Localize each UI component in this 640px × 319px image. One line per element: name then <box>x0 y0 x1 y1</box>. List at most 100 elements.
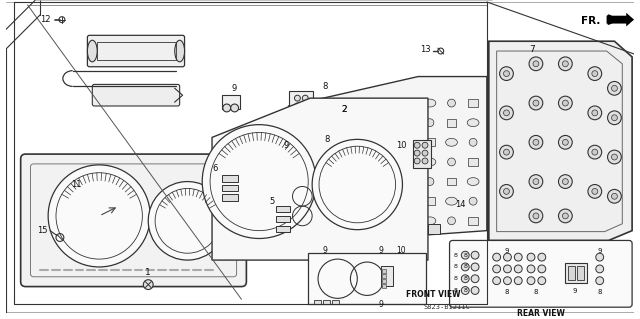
Ellipse shape <box>381 138 392 146</box>
Text: 5: 5 <box>269 197 274 206</box>
Circle shape <box>302 95 308 101</box>
Bar <box>403 224 415 234</box>
Circle shape <box>383 158 390 166</box>
Circle shape <box>447 158 456 166</box>
Bar <box>296 197 305 205</box>
Circle shape <box>533 179 539 184</box>
Text: 6: 6 <box>212 164 218 173</box>
Circle shape <box>422 158 428 164</box>
Bar <box>577 266 584 280</box>
Circle shape <box>592 149 598 155</box>
Circle shape <box>461 286 469 294</box>
Text: 9: 9 <box>378 300 383 309</box>
Circle shape <box>596 265 604 273</box>
Ellipse shape <box>359 217 371 225</box>
Bar <box>97 42 176 60</box>
Circle shape <box>471 275 479 283</box>
Bar <box>339 217 348 225</box>
Text: 8: 8 <box>463 288 467 293</box>
Circle shape <box>230 104 239 112</box>
Ellipse shape <box>338 178 349 185</box>
FancyBboxPatch shape <box>92 85 180 106</box>
Circle shape <box>461 275 469 283</box>
Text: 8: 8 <box>504 289 509 295</box>
Text: 13: 13 <box>420 45 431 54</box>
Bar <box>360 138 370 146</box>
Circle shape <box>296 119 304 127</box>
Circle shape <box>504 277 511 285</box>
Circle shape <box>422 142 428 148</box>
Circle shape <box>515 253 522 261</box>
Text: 8: 8 <box>454 264 458 270</box>
Bar <box>425 138 435 146</box>
Circle shape <box>504 110 509 116</box>
Circle shape <box>592 71 598 77</box>
Ellipse shape <box>424 158 436 166</box>
Bar <box>382 269 386 273</box>
Circle shape <box>592 189 598 194</box>
Text: 8: 8 <box>454 276 458 281</box>
Ellipse shape <box>403 178 414 185</box>
Text: 1: 1 <box>145 268 151 277</box>
Circle shape <box>533 213 539 219</box>
Circle shape <box>48 165 150 267</box>
Circle shape <box>469 138 477 146</box>
Circle shape <box>607 111 621 125</box>
Ellipse shape <box>359 99 371 107</box>
Ellipse shape <box>294 158 307 166</box>
Bar <box>360 197 370 205</box>
Circle shape <box>414 142 420 148</box>
Ellipse shape <box>294 99 307 107</box>
Ellipse shape <box>175 40 184 62</box>
Text: FR.: FR. <box>581 16 601 26</box>
Circle shape <box>611 85 618 91</box>
Bar <box>413 140 431 168</box>
Circle shape <box>529 96 543 110</box>
Circle shape <box>529 136 543 149</box>
Ellipse shape <box>316 138 328 146</box>
Text: 2: 2 <box>342 105 348 115</box>
Text: 7: 7 <box>529 45 535 54</box>
Circle shape <box>471 263 479 271</box>
Bar <box>565 263 587 283</box>
Bar <box>276 226 289 232</box>
Text: 10: 10 <box>397 141 407 150</box>
Circle shape <box>296 178 304 185</box>
Circle shape <box>312 139 403 230</box>
Text: 9: 9 <box>283 141 288 150</box>
Circle shape <box>563 213 568 219</box>
Circle shape <box>143 280 153 290</box>
Circle shape <box>318 158 326 166</box>
Circle shape <box>529 175 543 189</box>
Text: 9: 9 <box>598 248 602 254</box>
Text: 8: 8 <box>463 264 467 270</box>
Ellipse shape <box>381 197 392 205</box>
Ellipse shape <box>316 197 328 205</box>
Bar <box>447 178 456 185</box>
Circle shape <box>592 110 598 116</box>
Text: 8: 8 <box>322 82 328 91</box>
Bar <box>276 216 289 222</box>
Bar <box>382 274 386 278</box>
Circle shape <box>294 111 300 117</box>
Circle shape <box>596 277 604 285</box>
Circle shape <box>414 158 420 164</box>
Text: 9: 9 <box>231 84 236 93</box>
Circle shape <box>529 57 543 71</box>
Bar <box>403 158 413 166</box>
Circle shape <box>563 61 568 67</box>
Bar <box>222 194 237 201</box>
Bar <box>403 99 413 107</box>
Circle shape <box>340 197 348 205</box>
Text: 11: 11 <box>71 180 82 189</box>
Circle shape <box>504 149 509 155</box>
Circle shape <box>469 197 477 205</box>
Circle shape <box>500 145 513 159</box>
Circle shape <box>527 265 535 273</box>
Circle shape <box>515 265 522 273</box>
Bar <box>308 253 426 304</box>
Circle shape <box>500 184 513 198</box>
Ellipse shape <box>424 99 436 107</box>
Text: 8: 8 <box>454 253 458 258</box>
Circle shape <box>533 139 539 145</box>
